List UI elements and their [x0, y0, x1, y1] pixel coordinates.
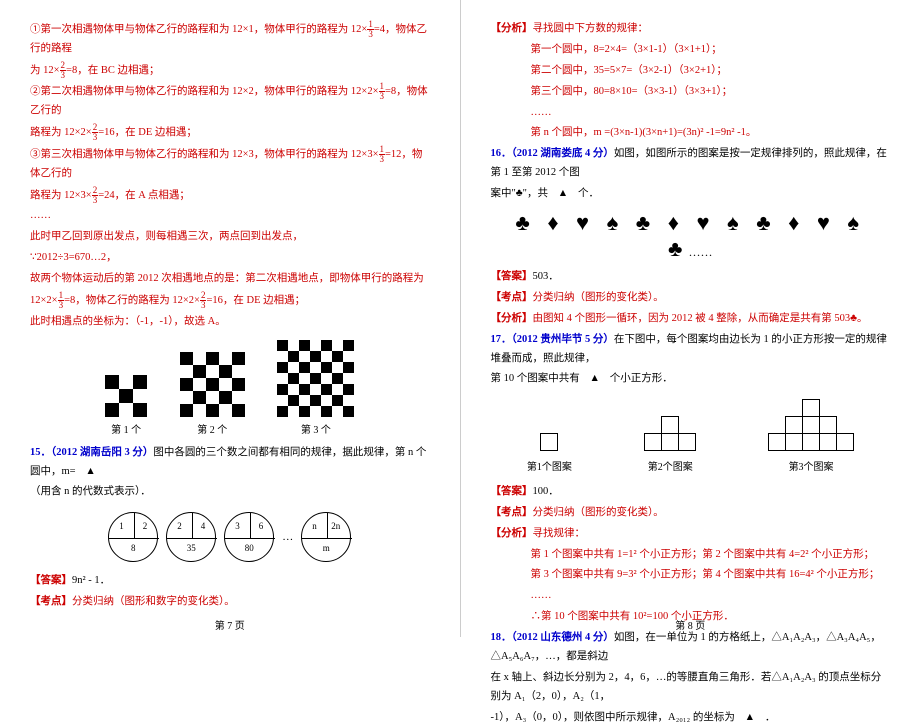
suits-dots: ……: [688, 245, 712, 259]
circles-figure: 1 2 8 2 4 35 3 6 80 … n 2n m: [30, 512, 430, 562]
text: =8，在 BC 边相遇；: [66, 65, 159, 76]
checker-figures: 第 1 个 第 2 个 第 3 个: [30, 340, 430, 436]
q16-tail: 个．: [578, 188, 599, 199]
kp-label: 【考点】: [491, 292, 533, 303]
c-tr: 4: [201, 521, 206, 531]
text: ……: [491, 104, 891, 123]
q18-text2: 在 x 轴上、斜边长分别为 2，4，6，…的等腰直角三角形．若△A₁A₂A₃ 的…: [491, 669, 891, 707]
text: 路程为 12×3×: [30, 190, 92, 201]
c-tl: n: [312, 521, 317, 531]
pyr-label: 第2个图案: [645, 458, 696, 473]
q16-head: 16．（2012 湖南娄底 4 分）: [491, 148, 614, 159]
ans-label: 【答案】: [30, 575, 72, 586]
fx-text: 寻找圆中下方数的规律：: [533, 23, 649, 34]
ans-val: 9n² - 1．: [72, 575, 110, 586]
q18-head: 18．（2012 山东德州 4 分）: [491, 632, 614, 643]
text: 此时相遇点的坐标为：（-1，-1），故选 A。: [30, 313, 430, 332]
text: =16，在 DE 边相遇；: [98, 127, 197, 138]
text: 第一个圆中，8=2×4=（3×1-1）（3×1+1）；: [491, 41, 891, 60]
c-b: m: [302, 543, 350, 553]
text: 故两个物体运动后的第 2012 次相遇地点的是：第二次相遇地点，即物体甲行的路程…: [30, 270, 430, 289]
q17-tail: 个小正方形．: [610, 373, 673, 384]
c-b: 35: [167, 543, 215, 553]
text: 第 3 个图案中共有 9=3² 个小正方形；第 4 个图案中共有 16=4² 个…: [491, 566, 891, 585]
suits-figure: ♣ ♦ ♥ ♠ ♣ ♦ ♥ ♠ ♣ ♦ ♥ ♠ ♣……: [491, 210, 891, 262]
text: ③第三次相遇物体甲与物体乙行的路程和为 12×3，物体甲行的路程为 12×3×: [30, 149, 379, 160]
fig-label: 第 2 个: [180, 421, 245, 436]
q15-head: 15．（2012 湖南岳阳 3 分）: [30, 447, 153, 458]
text: 第三个圆中，80=8×10=（3×3-1）（3×3+1）；: [491, 83, 891, 102]
fx-label: 【分析】: [491, 23, 533, 34]
text: 12×2×: [30, 295, 58, 306]
ans-label: 【答案】: [491, 486, 533, 497]
c-tl: 1: [119, 521, 124, 531]
pyr-label: 第3个图案: [769, 458, 854, 473]
text: 为 12×: [30, 65, 60, 76]
ans-val: 503．: [533, 271, 559, 282]
kp-label: 【考点】: [491, 507, 533, 518]
dots-icon: …: [282, 531, 293, 543]
text: 第 n 个圆中，m =(3×n-1)(3×n+1)=(3n)² -1=9n² -…: [491, 124, 891, 143]
text: ∵2012÷3=670…2，: [30, 249, 430, 268]
q16-text2: 案中"♣"，共: [491, 188, 548, 199]
page-number: 第 8 页: [461, 617, 920, 632]
fig-label: 第 3 个: [277, 421, 354, 436]
fig-label: 第 1 个: [105, 421, 147, 436]
blank: ▲: [735, 709, 765, 728]
text: 第 1 个图案中共有 1=1² 个小正方形；第 2 个图案中共有 4=2² 个小…: [491, 546, 891, 565]
q15-tail: （用含 n 的代数式表示）．: [30, 483, 430, 502]
text: =16，在 DE 边相遇；: [206, 295, 305, 306]
text: ①第一次相遇物体甲与物体乙行的路程和为 12×1，物体甲行的路程为 12×: [30, 24, 367, 35]
page-number: 第 7 页: [0, 617, 460, 632]
text: 此时甲乙回到原出发点，则每相遇三次，两点回到出发点，: [30, 228, 430, 247]
text: 路程为 12×2×: [30, 127, 92, 138]
q18-text3: -1），A₃（0，0），则依图中所示规律，A₂₀₁₂ 的坐标为: [491, 712, 735, 723]
ans-label: 【答案】: [491, 271, 533, 282]
c-tr: 2: [143, 521, 148, 531]
text: =24，在 A 点相遇；: [98, 190, 190, 201]
c-tl: 3: [235, 521, 240, 531]
c-b: 8: [109, 543, 157, 553]
pyramid-figures: 第1个图案 第2个图案 第3个图案: [491, 399, 891, 473]
kp-label: 【考点】: [30, 596, 72, 607]
text: ……: [491, 587, 891, 606]
fx-text: 由图知 4 个图形一循环，因为 2012 被 4 整除，从而确定是共有第 503…: [533, 313, 868, 324]
q17-head: 17．（2012 贵州毕节 5 分）: [491, 334, 614, 345]
text: ②第二次相遇物体甲与物体乙行的路程和为 12×2，物体甲行的路程为 12×2×: [30, 86, 379, 97]
text: =8，物体乙行的路程为 12×2×: [64, 295, 200, 306]
kp-val: 分类归纳（图形的变化类）。: [533, 292, 664, 303]
fx-text: 寻找规律：: [533, 528, 586, 539]
c-tl: 2: [177, 521, 182, 531]
kp-val: 分类归纳（图形和数字的变化类）。: [72, 596, 235, 607]
blank: ▲: [580, 370, 610, 389]
fx-label: 【分析】: [491, 313, 533, 324]
kp-val: 分类归纳（图形的变化类）。: [533, 507, 664, 518]
c-tr: 6: [259, 521, 264, 531]
ans-val: 100．: [533, 486, 559, 497]
fx-label: 【分析】: [491, 528, 533, 539]
q18-tail: ．: [765, 712, 776, 723]
c-b: 80: [225, 543, 273, 553]
c-tr: 2n: [331, 521, 340, 531]
text: 第二个圆中，35=5×7=（3×2-1）（3×2+1）；: [491, 62, 891, 81]
blank: ▲: [76, 463, 106, 482]
text: ……: [30, 207, 430, 226]
blank: ▲: [548, 185, 578, 204]
pyr-label: 第1个图案: [527, 458, 572, 473]
q17-text2: 第 10 个图案中共有: [491, 373, 580, 384]
